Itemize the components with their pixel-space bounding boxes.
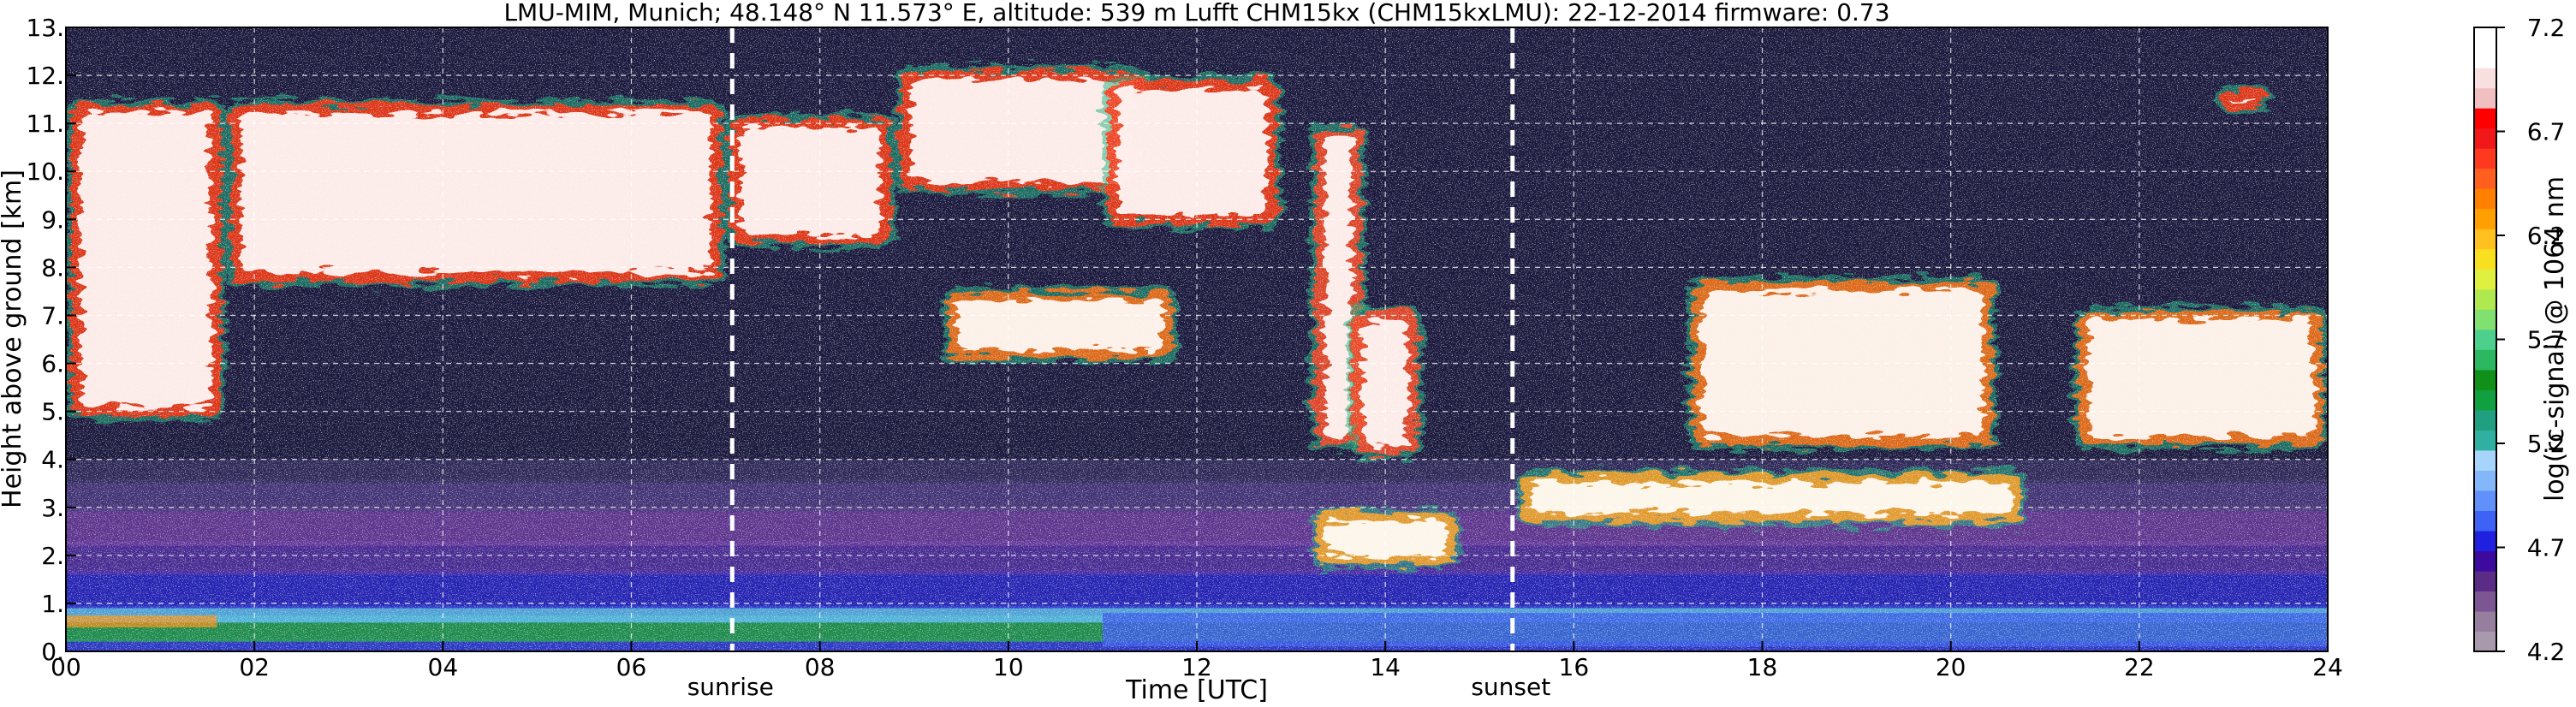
x-tick-label: 08 xyxy=(805,653,836,681)
chart-title: LMU-MIM, Munich; 48.148° N 11.573° E, al… xyxy=(503,0,1889,27)
colorbar: 4.2 4.7 5.2 5.7 6.2 6.7 7.2 xyxy=(2473,14,2566,666)
colorbar-segment xyxy=(2474,168,2496,189)
x-tick-label: 10 xyxy=(993,653,1024,681)
y-tick-label: 3. xyxy=(41,494,64,522)
y-axis: 0. 1. 2. 3. 4. 5. 6. 7. 8. 9. 10. 11. 12. 13. xyxy=(26,14,76,666)
colorbar-segment xyxy=(2474,610,2496,633)
colorbar-segment xyxy=(2474,208,2496,229)
colorbar-tick-label: 4.7 xyxy=(2527,534,2566,562)
colorbar-segment xyxy=(2474,329,2496,350)
y-axis-label: Height above ground [km] xyxy=(0,169,27,508)
y-tick-label: 12. xyxy=(26,62,64,90)
colorbar-segment xyxy=(2474,591,2496,612)
colorbar-segment xyxy=(2474,449,2496,471)
colorbar-segment xyxy=(2474,309,2496,330)
colorbar-segment xyxy=(2474,47,2496,68)
y-tick-label: 6. xyxy=(41,350,64,378)
colorbar-segment xyxy=(2474,369,2496,390)
sun-marker-label: sunrise xyxy=(687,673,774,701)
colorbar-segment xyxy=(2474,470,2496,491)
y-tick-label: 0. xyxy=(41,638,64,666)
x-tick-label: 16 xyxy=(1559,653,1590,681)
colorbar-label: log(rc-signal) @ 1064 nm xyxy=(2540,176,2570,502)
colorbar-tick-label: 6.2 xyxy=(2527,222,2566,250)
colorbar-segment xyxy=(2474,490,2496,511)
x-tick-label: 12 xyxy=(1181,653,1212,681)
colorbar-segment xyxy=(2474,27,2496,49)
y-tick-label: 9. xyxy=(41,205,64,234)
y-tick-label: 4. xyxy=(41,446,64,474)
colorbar-segment xyxy=(2474,389,2496,411)
annotations: sunrise sunset xyxy=(687,673,1551,701)
colorbar-segment xyxy=(2474,631,2496,652)
x-axis-label: Time [UTC] xyxy=(1125,675,1268,705)
colorbar-segment xyxy=(2474,148,2496,169)
colorbar-tick-label: 4.2 xyxy=(2527,638,2566,666)
y-tick-label: 8. xyxy=(41,253,64,282)
x-tick-label: 20 xyxy=(1936,653,1966,681)
colorbar-segment xyxy=(2474,269,2496,290)
sun-markers xyxy=(729,27,1515,651)
y-tick-label: 5. xyxy=(41,398,64,426)
colorbar-segment xyxy=(2474,87,2496,109)
sun-marker-label: sunset xyxy=(1471,673,1550,701)
y-tick-label: 2. xyxy=(41,542,64,570)
x-tick-label: 18 xyxy=(1747,653,1778,681)
y-tick-label: 10. xyxy=(26,157,64,186)
x-tick-label: 06 xyxy=(616,653,647,681)
colorbar-segment xyxy=(2474,409,2496,431)
x-axis: 00 02 04 06 08 10 12 14 16 18 20 22 24 xyxy=(51,641,2343,681)
colorbar-segment xyxy=(2474,430,2496,451)
y-tick-label: 13. xyxy=(26,14,64,42)
colorbar-segment xyxy=(2474,128,2496,149)
colorbar-tick-label: 6.7 xyxy=(2527,118,2566,146)
colorbar-tick-label: 5.2 xyxy=(2527,430,2566,458)
colorbar-segment xyxy=(2474,510,2496,532)
x-tick-label: 24 xyxy=(2312,653,2343,681)
x-tick-label: 14 xyxy=(1370,653,1401,681)
colorbar-segment xyxy=(2474,108,2496,129)
colorbar-segment xyxy=(2474,248,2496,270)
colorbar-segment xyxy=(2474,68,2496,89)
y-tick-label: 7. xyxy=(41,301,64,330)
colorbar-segment xyxy=(2474,288,2496,310)
grid xyxy=(66,27,2328,651)
x-tick-label: 04 xyxy=(428,653,459,681)
plot-area xyxy=(66,27,2328,651)
colorbar-tick-label: 7.2 xyxy=(2527,14,2566,42)
x-tick-label: 22 xyxy=(2124,653,2155,681)
y-tick-label: 1. xyxy=(41,590,64,618)
colorbar-segment xyxy=(2474,550,2496,572)
y-tick-label: 11. xyxy=(26,110,64,138)
colorbar-segment xyxy=(2474,188,2496,210)
colorbar-segment xyxy=(2474,229,2496,250)
colorbar-segment xyxy=(2474,349,2496,371)
colorbar-segment xyxy=(2474,530,2496,552)
colorbar-tick-label: 5.7 xyxy=(2527,326,2566,354)
x-tick-label: 02 xyxy=(239,653,270,681)
x-tick-label: 00 xyxy=(51,653,81,681)
colorbar-segment xyxy=(2474,570,2496,592)
